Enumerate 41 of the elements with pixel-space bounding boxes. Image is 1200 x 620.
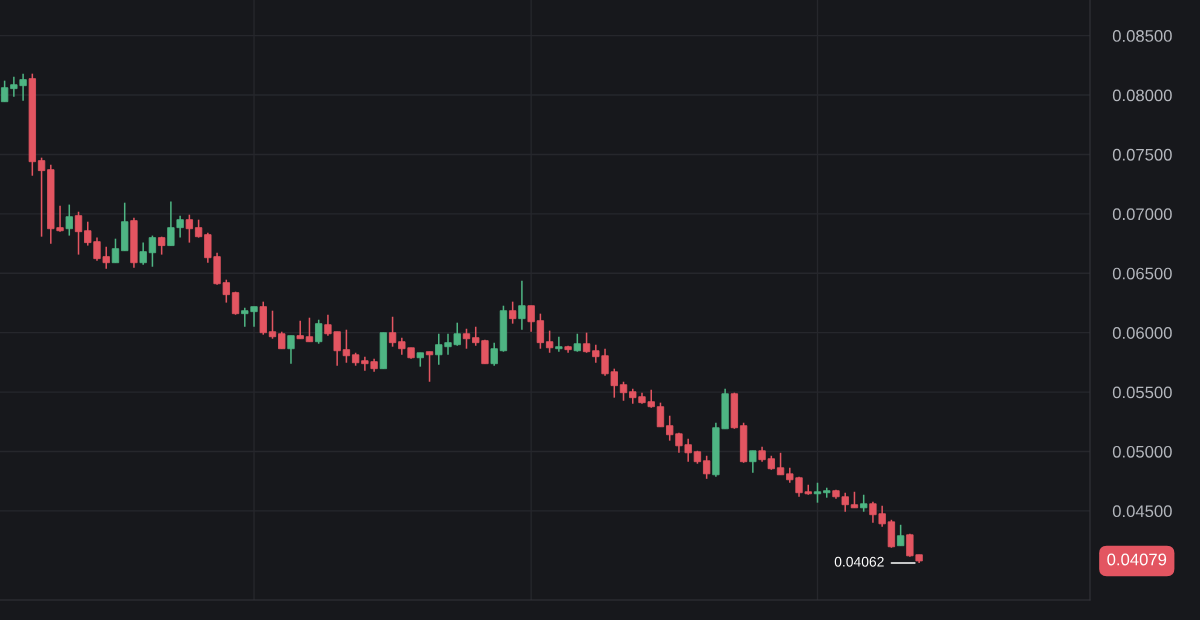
candlestick	[185, 213, 194, 244]
candlestick	[296, 319, 304, 340]
candlestick	[74, 210, 83, 256]
y-tick-label: 0.06000	[1112, 327, 1172, 339]
candlestick	[776, 452, 785, 476]
candlestick	[823, 486, 831, 499]
candlestick	[896, 524, 905, 547]
y-tick-label: 0.08000	[1112, 89, 1172, 102]
y-tick-label: 0.05500	[1112, 386, 1172, 399]
candlestick	[342, 328, 351, 364]
y-tick-label: 0.08500	[1112, 30, 1172, 42]
candlestick	[462, 327, 471, 350]
candlestick	[148, 234, 157, 268]
candlestick	[37, 156, 46, 238]
y-tick-label: 0.06500	[1112, 267, 1172, 280]
y-tick-label: 0.07500	[1112, 148, 1172, 161]
candlestick	[545, 329, 554, 354]
y-tick-label: 0.05000	[1112, 445, 1172, 458]
candlestick	[509, 300, 517, 325]
y-tick-label: 0.07000	[1112, 208, 1172, 221]
annotation: 0.04062	[834, 556, 884, 567]
candlestick	[305, 316, 314, 343]
candlestick	[268, 309, 277, 340]
candlestick	[65, 203, 73, 237]
candlestick	[749, 450, 757, 474]
candlestick	[490, 341, 498, 367]
candlestick	[703, 454, 711, 480]
text: 0.04079	[1107, 553, 1167, 566]
candlestick	[582, 331, 591, 354]
y-tick-label: 0.04500	[1112, 505, 1172, 518]
candlestick	[315, 318, 323, 345]
candlestick	[619, 380, 628, 402]
candlestick	[425, 350, 434, 383]
candlestick	[111, 237, 120, 264]
candlestick	[518, 279, 526, 331]
candlestick	[813, 481, 822, 504]
candlestick	[656, 401, 665, 428]
candlestick	[555, 335, 563, 353]
candlestick	[287, 334, 295, 365]
candlestick	[139, 241, 147, 266]
candlestick	[388, 315, 397, 348]
